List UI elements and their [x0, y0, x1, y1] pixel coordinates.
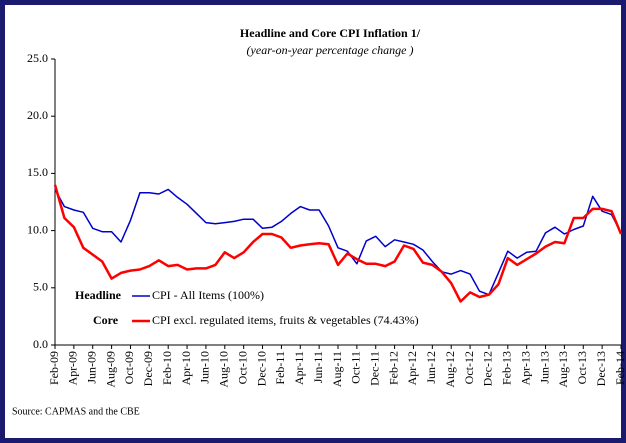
- legend-label: CPI - All Items (100%): [152, 288, 264, 302]
- x-tick-label: Feb-12: [386, 351, 400, 385]
- x-tick-label: Apr-13: [518, 351, 532, 385]
- y-tick-label: 10.0: [27, 222, 48, 236]
- x-tick-label: Aug-10: [217, 351, 231, 388]
- legend-group: Headline: [75, 288, 122, 302]
- x-tick-label: Apr-10: [179, 351, 193, 385]
- x-tick-label: Oct-12: [462, 351, 476, 384]
- x-tick-label: Feb-14: [613, 351, 626, 385]
- x-tick-label: Dec-10: [254, 351, 268, 386]
- x-tick-label: Apr-11: [292, 351, 306, 385]
- x-tick-label: Apr-09: [66, 351, 80, 385]
- legend-label: CPI excl. regulated items, fruits & vege…: [152, 313, 419, 327]
- x-tick-label: Oct-09: [122, 351, 136, 384]
- x-tick-label: Jun-09: [84, 351, 98, 384]
- y-tick-label: 5.0: [33, 280, 48, 294]
- y-tick-label: 20.0: [27, 108, 48, 122]
- x-tick-label: Oct-11: [349, 351, 363, 384]
- x-tick-label: Jun-12: [424, 351, 438, 384]
- line-series: [54, 188, 622, 296]
- x-tick-label: Feb-13: [500, 351, 514, 385]
- x-tick-label: Jun-11: [311, 351, 325, 383]
- x-tick-label: Dec-09: [141, 351, 155, 386]
- x-tick-label: Dec-13: [594, 351, 608, 386]
- x-tick-label: Jun-13: [537, 351, 551, 384]
- x-tick-label: Feb-10: [160, 351, 174, 385]
- chart-title: Headline and Core CPI Inflation 1/: [240, 26, 421, 40]
- x-tick-label: Feb-09: [47, 351, 61, 385]
- x-tick-label: Oct-10: [235, 351, 249, 384]
- x-tick-label: Oct-13: [575, 351, 589, 384]
- y-tick-label: 25.0: [27, 51, 48, 65]
- source: Source: CAPMAS and the CBE: [12, 406, 140, 417]
- x-tick-label: Feb-11: [273, 351, 287, 385]
- line-series: [53, 184, 623, 303]
- x-tick-label: Dec-11: [367, 351, 381, 386]
- y-tick-label: 15.0: [27, 165, 48, 179]
- x-tick-label: Apr-12: [405, 351, 419, 385]
- x-tick-label: Aug-13: [556, 351, 570, 388]
- chart-subtitle: (year-on-year percentage change ): [247, 43, 414, 57]
- x-tick-label: Aug-09: [103, 351, 117, 388]
- x-tick-label: Aug-12: [443, 351, 457, 388]
- legend-group: Core: [93, 313, 119, 327]
- y-tick-label: 0.0: [33, 337, 48, 351]
- x-tick-label: Aug-11: [330, 351, 344, 387]
- x-tick-label: Dec-12: [481, 351, 495, 386]
- x-tick-label: Jun-10: [198, 351, 212, 384]
